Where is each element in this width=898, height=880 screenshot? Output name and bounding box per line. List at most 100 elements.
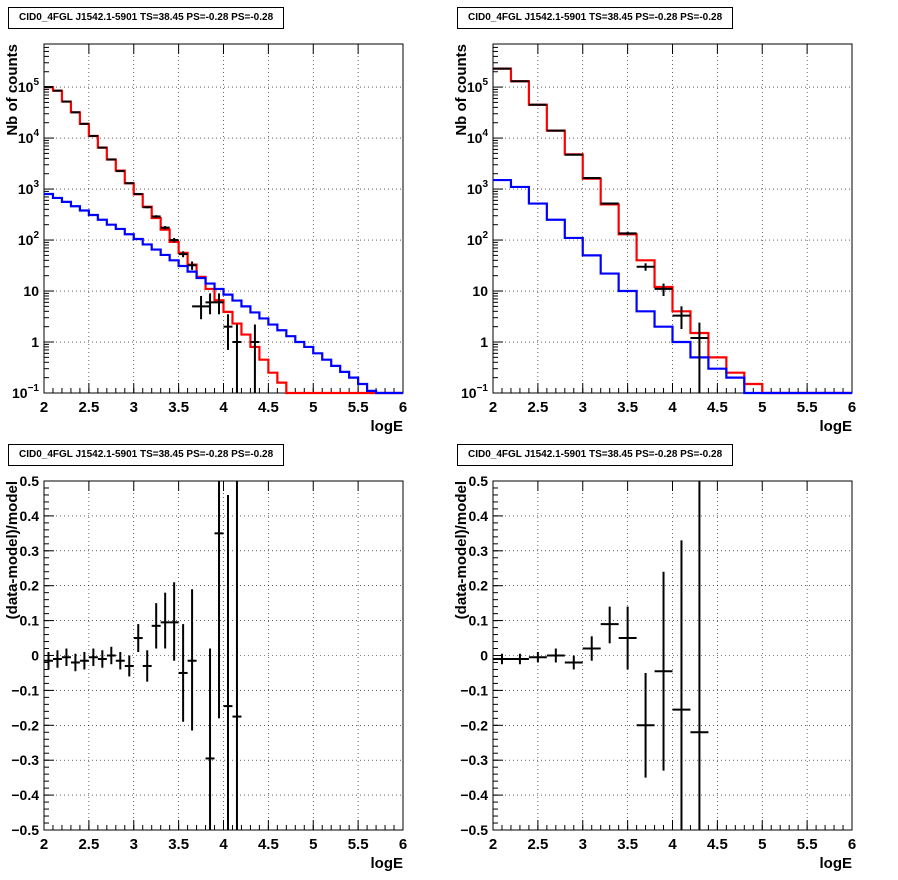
y-tick-label: −0.1 <box>11 682 39 698</box>
x-tick-label: 4.5 <box>258 399 279 416</box>
x-tick-label: 4.5 <box>707 836 728 853</box>
y-tick-label: −0.2 <box>460 717 488 733</box>
x-tick-label: 3.5 <box>617 399 638 416</box>
y-tick-label: 102 <box>18 230 40 248</box>
y-tick-label: 1 <box>480 334 488 350</box>
data-point <box>116 171 125 172</box>
y-tick-label: 0.2 <box>469 578 489 594</box>
x-tick-label: 2.5 <box>78 399 99 416</box>
x-tick-label: 4 <box>219 399 228 416</box>
x-tick-label: 2.5 <box>78 836 99 853</box>
x-tick-label: 5 <box>309 836 317 853</box>
x-tick-label: 5.5 <box>797 836 818 853</box>
y-tick-label: 105 <box>467 77 489 95</box>
y-tick-label: 102 <box>467 230 489 248</box>
x-tick-label: 4 <box>219 836 228 853</box>
y-tick-label: −0.4 <box>460 787 488 803</box>
data-point <box>547 130 565 131</box>
y-tick-label: −0.1 <box>460 682 488 698</box>
y-tick-label: 0.3 <box>20 543 40 559</box>
x-axis-label: logE <box>820 855 853 872</box>
x-tick-label: 4.5 <box>707 399 728 416</box>
y-tick-label: 0.3 <box>469 543 489 559</box>
y-tick-label: 0.4 <box>20 508 40 524</box>
data-point <box>134 193 143 195</box>
x-tick-label: 5 <box>758 836 766 853</box>
data-point <box>565 154 583 155</box>
y-axis-label: Nb of counts <box>4 44 21 136</box>
x-tick-label: 2 <box>489 836 497 853</box>
x-tick-label: 4 <box>668 836 677 853</box>
y-tick-label: 0.1 <box>469 613 489 629</box>
x-tick-label: 5.5 <box>797 399 818 416</box>
chart-title: CID0_4FGL J1542.1-5901 TS=38.45 PS=-0.28… <box>8 444 284 466</box>
x-tick-label: 6 <box>848 399 856 416</box>
data-point <box>143 206 152 208</box>
x-tick-label: 2.5 <box>527 399 548 416</box>
x-tick-label: 6 <box>399 399 407 416</box>
y-tick-label: 0.5 <box>469 473 489 489</box>
y-tick-label: −0.3 <box>460 752 488 768</box>
x-tick-label: 2 <box>40 399 48 416</box>
x-tick-label: 2.5 <box>527 836 548 853</box>
x-tick-label: 5.5 <box>348 836 369 853</box>
x-axis-label: logE <box>371 855 404 872</box>
y-tick-label: 0.2 <box>20 578 40 594</box>
x-tick-label: 3 <box>130 836 138 853</box>
x-tick-label: 6 <box>399 836 407 853</box>
x-tick-label: 2 <box>40 836 48 853</box>
x-tick-label: 4.5 <box>258 836 279 853</box>
x-tick-label: 3.5 <box>617 836 638 853</box>
x-tick-label: 5.5 <box>348 399 369 416</box>
x-tick-label: 6 <box>848 836 856 853</box>
chart-canvas: 2 2.5 3 3.5 4 4.5 5 5.5 6 −0.5 −0.4 −0.3 −0.2 −0.1 0 0.… <box>449 437 898 875</box>
y-tick-label: −0.5 <box>460 822 488 838</box>
chart-canvas: 2 2.5 3 3.5 4 4.5 5 5.5 6 10−1 1 10 102 103 104 105 logE… <box>0 0 449 437</box>
y-tick-label: −0.2 <box>11 717 39 733</box>
chart-title: CID0_4FGL J1542.1-5901 TS=38.45 PS=-0.28… <box>8 7 284 29</box>
x-axis-label: logE <box>820 418 853 435</box>
y-tick-label: 105 <box>18 77 40 95</box>
y-axis-label: Nb of counts <box>453 44 470 136</box>
y-tick-label: −0.5 <box>11 822 39 838</box>
data-point <box>71 112 80 113</box>
data-point <box>601 203 619 205</box>
x-axis-label: logE <box>371 418 404 435</box>
x-tick-label: 5 <box>758 399 766 416</box>
chart-panel-spectrum-left: 2 2.5 3 3.5 4 4.5 5 5.5 6 10−1 1 10 102 103 104 105 logE… <box>0 0 449 437</box>
x-tick-label: 3.5 <box>168 399 189 416</box>
y-axis-label: (data-model)/model <box>453 481 470 619</box>
data-point <box>53 90 62 91</box>
data-point <box>62 101 71 102</box>
x-tick-label: 3.5 <box>168 836 189 853</box>
data-point <box>80 124 89 125</box>
x-tick-label: 3 <box>579 399 587 416</box>
y-tick-label: 10 <box>23 283 39 299</box>
y-tick-label: 10−1 <box>461 383 488 401</box>
x-tick-label: 3 <box>130 399 138 416</box>
y-tick-label: 0.5 <box>20 473 40 489</box>
y-tick-label: 0 <box>480 648 488 664</box>
x-tick-label: 3 <box>579 836 587 853</box>
y-tick-label: 0.4 <box>469 508 489 524</box>
y-tick-label: 1 <box>31 334 39 350</box>
chart-panel-residual-right: 2 2.5 3 3.5 4 4.5 5 5.5 6 −0.5 −0.4 −0.3 −0.2 −0.1 0 0.… <box>449 437 898 875</box>
y-tick-label: 0 <box>31 648 39 664</box>
data-point <box>583 177 601 178</box>
data-point <box>152 215 161 218</box>
data-point <box>125 183 134 184</box>
y-tick-label: 10−1 <box>12 383 39 401</box>
x-tick-label: 2 <box>489 399 497 416</box>
y-tick-label: 104 <box>18 128 40 146</box>
y-tick-label: 0.1 <box>20 613 40 629</box>
y-axis-label: (data-model)/model <box>4 481 21 619</box>
x-tick-label: 5 <box>309 399 317 416</box>
chart-title: CID0_4FGL J1542.1-5901 TS=38.45 PS=-0.28… <box>457 444 733 466</box>
y-tick-label: 10 <box>472 283 488 299</box>
chart-title: CID0_4FGL J1542.1-5901 TS=38.45 PS=-0.28… <box>457 7 733 29</box>
x-tick-label: 4 <box>668 399 677 416</box>
y-tick-label: 103 <box>18 179 40 197</box>
data-point <box>89 136 98 137</box>
